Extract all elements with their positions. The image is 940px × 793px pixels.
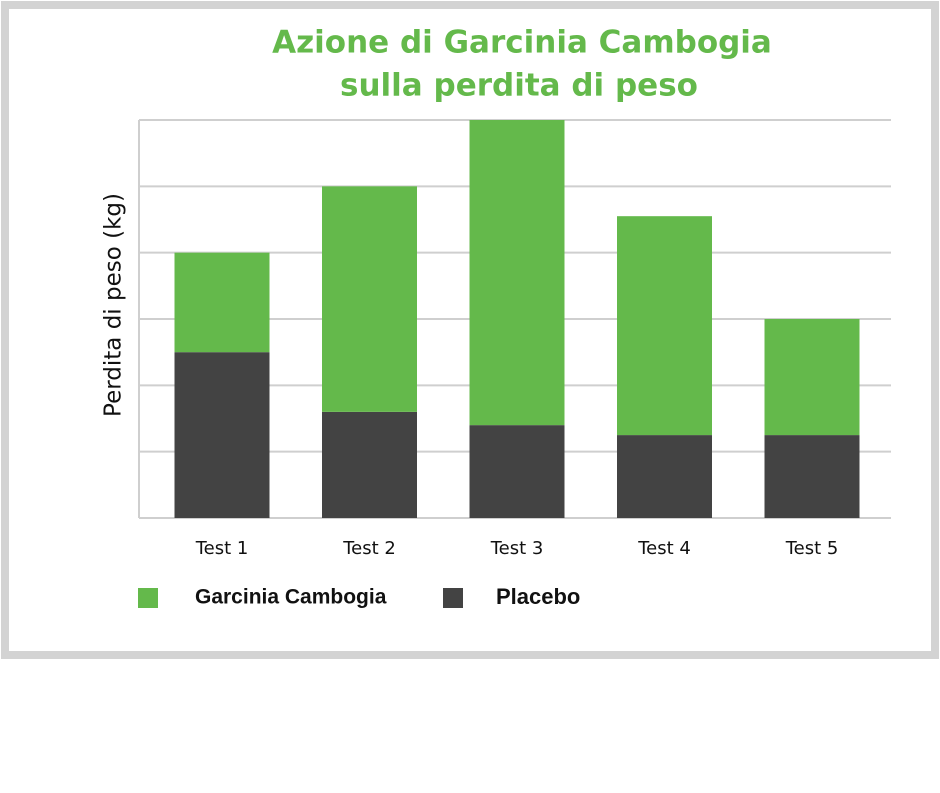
bar-segment (322, 186, 417, 412)
chart-title: Azione di Garcinia Cambogia (272, 25, 772, 61)
legend-swatch (443, 588, 463, 608)
x-tick-label: Test 3 (490, 538, 544, 559)
bar-segment (469, 425, 565, 518)
bar-segment (322, 411, 417, 518)
bar-segment (174, 352, 270, 518)
bar-segment (764, 319, 860, 436)
x-tick-label: Test 1 (195, 538, 249, 559)
chart-title: sulla perdita di peso (340, 68, 698, 104)
bar-segment (764, 435, 860, 518)
bar-segment (617, 216, 712, 436)
legend-label: Placebo (496, 584, 580, 609)
y-axis-label: Perdita di peso (kg) (101, 193, 127, 417)
bar-segment (617, 435, 712, 518)
bar-segment (469, 120, 565, 426)
legend-label: Garcinia Cambogia (195, 586, 387, 609)
x-tick-label: Test 4 (637, 538, 691, 559)
x-tick-label: Test 2 (342, 538, 396, 559)
bar-segment (174, 252, 270, 353)
x-tick-label: Test 5 (785, 538, 839, 559)
legend-swatch (138, 588, 158, 608)
